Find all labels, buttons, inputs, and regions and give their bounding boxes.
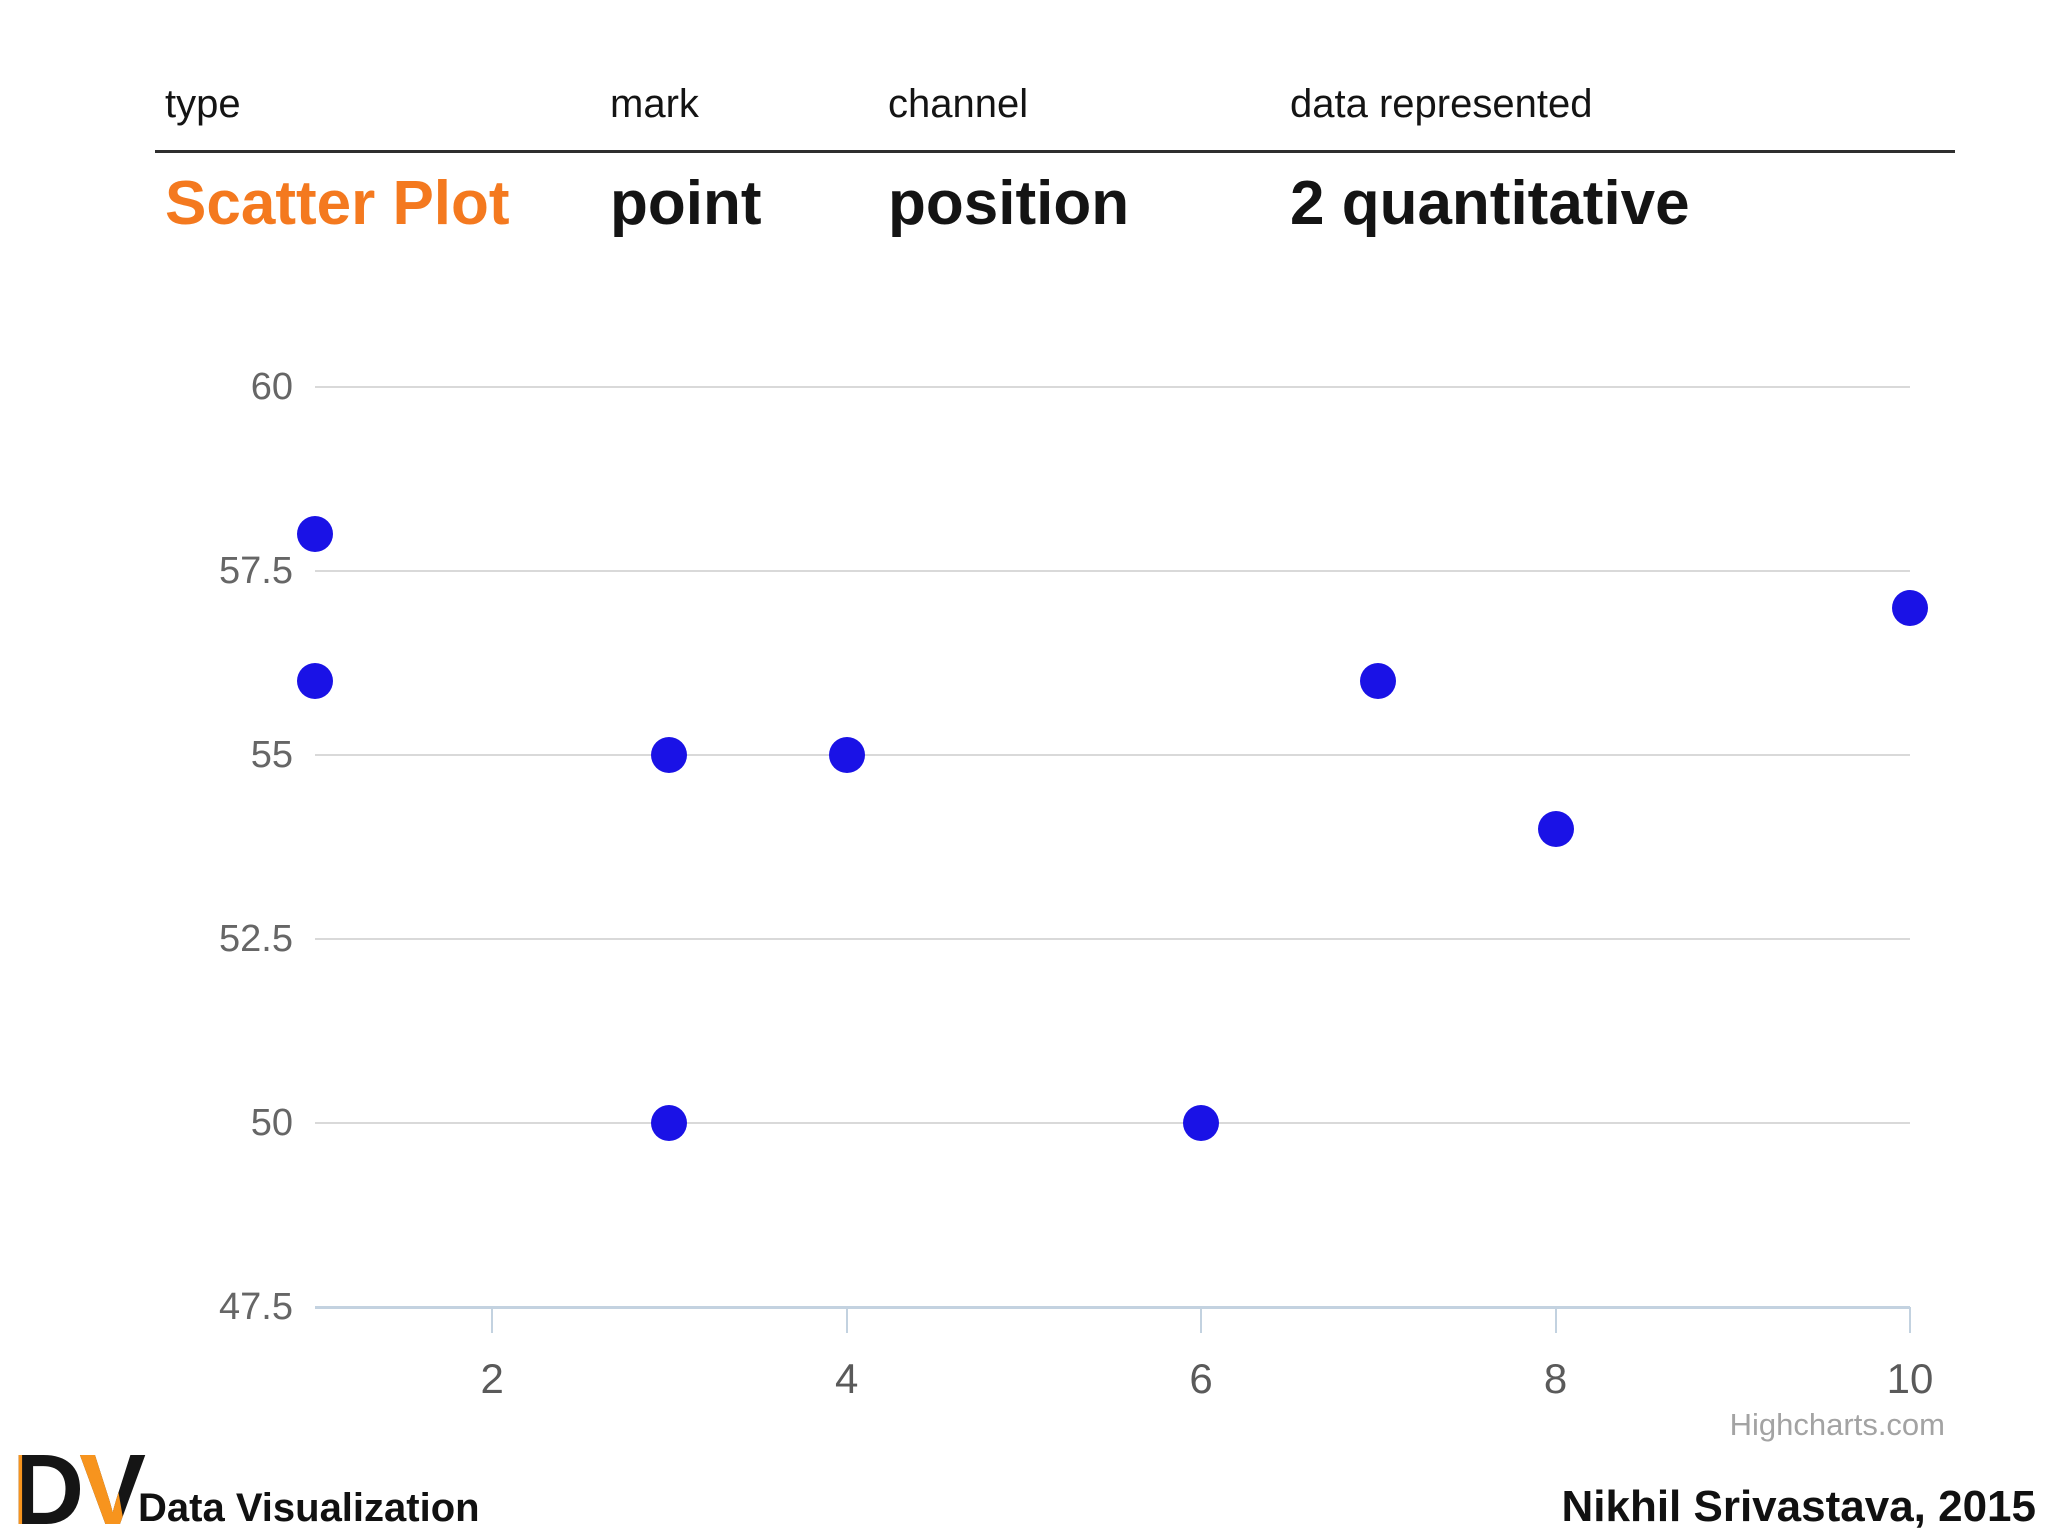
x-axis-tick [1200, 1307, 1203, 1333]
column-header-type: type [165, 82, 241, 126]
y-axis-tick-label: 57.5 [219, 550, 293, 592]
column-header-data-represented: data represented [1290, 82, 1593, 126]
y-gridline [315, 386, 1910, 388]
y-gridline [315, 754, 1910, 756]
plot-area: Highcharts.com 60 57.5 55 52.5 50 47.5 2 4 6 8 10 [219, 366, 1945, 1442]
y-axis-tick-label: 55 [250, 734, 293, 776]
author-credit: Nikhil Srivastava, 2015 [1561, 1482, 2036, 1531]
chart-type-value: Scatter Plot [165, 169, 510, 238]
x-axis-tick [1909, 1307, 1911, 1333]
x-axis-tick-label: 2 [480, 1355, 504, 1402]
x-axis-tick-label: 8 [1543, 1355, 1568, 1402]
mark-value: point [610, 169, 762, 238]
x-axis-tick-label: 10 [1886, 1355, 1934, 1402]
x-axis-line [315, 1306, 1910, 1309]
x-axis-tick-label: 4 [834, 1355, 859, 1402]
x-axis-tick [845, 1307, 848, 1333]
y-gridline [315, 570, 1910, 572]
scatter-point[interactable] [651, 737, 688, 773]
highcharts-credit-link[interactable]: Highcharts.com [1729, 1407, 1945, 1442]
scatter-point[interactable] [1183, 1105, 1220, 1141]
logo-letter-v: V V [79, 1434, 146, 1536]
x-axis-tick [1554, 1307, 1557, 1333]
scatter-point[interactable] [1537, 810, 1574, 847]
column-header-mark: mark [610, 82, 699, 126]
header-divider [155, 150, 1955, 153]
x-axis-tick [491, 1307, 494, 1333]
y-gridline [315, 1122, 1910, 1124]
y-axis-tick-label: 60 [250, 366, 293, 408]
scatter-point[interactable] [651, 1105, 688, 1141]
y-gridline [315, 938, 1910, 940]
dv-logo: D D V V [12, 1434, 146, 1536]
column-header-channel: channel [888, 82, 1029, 126]
y-axis-tick-label: 52.5 [219, 918, 293, 960]
scatter-point[interactable] [828, 737, 865, 773]
brand-title: Data Visualization [138, 1486, 480, 1530]
y-axis-tick-label: 47.5 [219, 1286, 293, 1328]
channel-value: position [888, 169, 1130, 238]
logo-letter-d: D D [12, 1434, 84, 1536]
y-axis-tick-label: 50 [250, 1102, 293, 1144]
scatter-point[interactable] [1360, 663, 1397, 700]
data-represented-value: 2 quantitative [1290, 169, 1690, 238]
scatter-point[interactable] [297, 516, 333, 553]
x-axis-tick-label: 6 [1189, 1355, 1213, 1402]
scatter-point[interactable] [297, 663, 333, 700]
scatter-point[interactable] [1892, 589, 1928, 626]
